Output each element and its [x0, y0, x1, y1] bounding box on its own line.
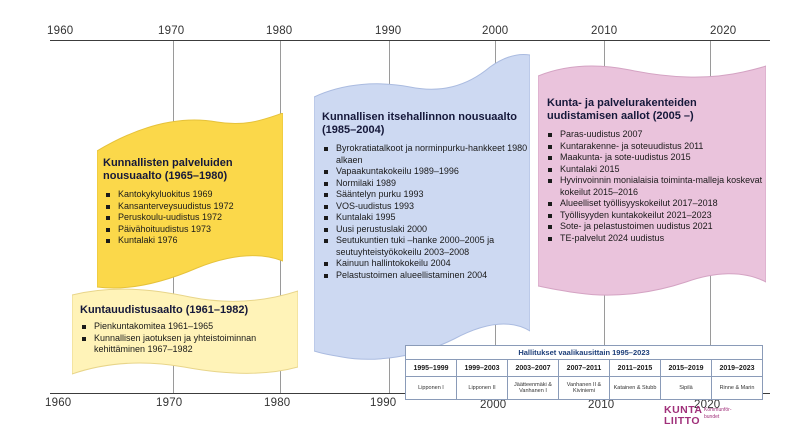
panel-title: Kuntauudistusaalto (1961–1982) [80, 304, 249, 316]
list-item: Peruskoulu-uudistus 1972 [105, 212, 280, 224]
period-cell: 2003–2007 [507, 359, 559, 377]
list-item: Paras-uudistus 2007 [547, 129, 765, 141]
panel-background-blue [314, 54, 530, 360]
bottom-tick-label: 1990 [370, 397, 397, 409]
list-item: Kuntalaki 1995 [323, 212, 528, 224]
panel-kuntauudistusaalto: Kuntauudistusaalto (1961–1982) Pienkunta… [72, 285, 298, 380]
list-item: Kainuun hallintokokeilu 2004 [323, 258, 528, 270]
bottom-tick-label: 2020 [694, 399, 721, 411]
bottom-tick-label: 2010 [588, 399, 615, 411]
list-item: Pelastustoimen alueellistaminen 2004 [323, 270, 528, 282]
governments-table: Hallitukset vaalikausittain 1995–2023 19… [405, 345, 763, 400]
table-row: Lipponen I Lipponen II Jäätteenmäki & Va… [405, 376, 763, 400]
list-item: Työllisyyden kuntakokeilut 2021–2023 [547, 210, 765, 222]
list-item: TE-palvelut 2024 uudistus [547, 233, 765, 245]
top-tick-label: 1980 [266, 25, 293, 37]
list-item: Kantokykyluokitus 1969 [105, 189, 280, 201]
list-item: Byrokratiatalkoot ja norminpurku-hankkee… [323, 143, 528, 166]
top-tick-label: 2000 [482, 25, 509, 37]
bottom-tick-label: 1970 [156, 397, 183, 409]
bottom-tick-label: 1980 [264, 397, 291, 409]
prime-minister-cell: Sipilä [660, 376, 712, 400]
panel-title: Kunnallisen itsehallinnon nousuaalto (19… [322, 111, 517, 137]
governments-table-caption: Hallitukset vaalikausittain 1995–2023 [405, 345, 763, 360]
prime-minister-cell: Rinne & Marin [711, 376, 763, 400]
panel-background-light-yellow [72, 288, 298, 375]
prime-minister-cell: Katainen & Stubb [609, 376, 661, 400]
panel-item-list: Pienkuntakomitea 1961–1965 Kunnallisen j… [81, 321, 296, 356]
bottom-tick-label: 2000 [480, 399, 507, 411]
list-item: Uusi perustuslaki 2000 [323, 224, 528, 236]
list-item: Kunnallisen jaotuksen ja yhteistoiminnan… [81, 333, 296, 356]
table-row: 1995–1999 1999–2003 2003–2007 2007–2011 … [405, 359, 763, 377]
list-item: Sääntelyn purku 1993 [323, 189, 528, 201]
prime-minister-cell: Vanhanen II & Kiviniemi [558, 376, 610, 400]
list-item: Päivähoituudistus 1973 [105, 224, 280, 236]
period-cell: 1995–1999 [405, 359, 457, 377]
panel-palveluiden-nousuaalto: Kunnallisten palveluiden nousuaalto (196… [97, 113, 283, 293]
panel-title: Kunnallisten palveluiden nousuaalto (196… [103, 157, 233, 183]
period-cell: 2019–2023 [711, 359, 763, 377]
prime-minister-cell: Jäätteenmäki & Vanhanen I [507, 376, 559, 400]
panel-background-pink [538, 65, 766, 296]
top-tick-label: 1960 [47, 25, 74, 37]
list-item: Hyvinvoinnin monialaisia toiminta-mallej… [547, 175, 765, 198]
period-cell: 2015–2019 [660, 359, 712, 377]
panel-item-list: Byrokratiatalkoot ja norminpurku-hankkee… [323, 143, 528, 281]
list-item: Sote- ja pelastustoimen uudistus 2021 [547, 221, 765, 233]
list-item: Pienkuntakomitea 1961–1965 [81, 321, 296, 333]
logo-subtitle: Kommunför-bundet [704, 407, 732, 420]
list-item: Seutukuntien tuki –hanke 2000–2005 ja se… [323, 235, 528, 258]
list-item: Kuntalaki 2015 [547, 164, 765, 176]
list-item: Kuntalaki 1976 [105, 235, 280, 247]
list-item: Maakunta- ja sote-uudistus 2015 [547, 152, 765, 164]
prime-minister-cell: Lipponen II [456, 376, 508, 400]
top-tick-label: 1990 [375, 25, 402, 37]
top-tick-label: 2010 [591, 25, 618, 37]
bottom-tick-label: 1960 [45, 397, 72, 409]
panel-kunta-palvelurakenteiden: Kunta- ja palvelurakenteiden uudistamise… [538, 60, 766, 296]
top-tick-label: 2020 [710, 25, 737, 37]
list-item: Normilaki 1989 [323, 178, 528, 190]
panel-background-yellow [97, 113, 283, 289]
period-cell: 2007–2011 [558, 359, 610, 377]
list-item: VOS-uudistus 1993 [323, 201, 528, 213]
list-item: Vapaakuntakokeilu 1989–1996 [323, 166, 528, 178]
prime-minister-cell: Lipponen I [405, 376, 457, 400]
list-item: Alueelliset työllisyyskokeilut 2017–2018 [547, 198, 765, 210]
panel-item-list: Kantokykyluokitus 1969 Kansanterveysuudi… [105, 189, 280, 247]
list-item: Kansanterveysuudistus 1972 [105, 201, 280, 213]
list-item: Kuntarakenne- ja soteuudistus 2011 [547, 141, 765, 153]
logo-word-bottom: LIITTO [664, 415, 701, 427]
top-tick-label: 1970 [158, 25, 185, 37]
panel-itsehallinnon-nousuaalto: Kunnallisen itsehallinnon nousuaalto (19… [314, 53, 530, 361]
panel-title: Kunta- ja palvelurakenteiden uudistamise… [547, 97, 697, 123]
period-cell: 1999–2003 [456, 359, 508, 377]
logo-word-top: KUNTA [664, 404, 703, 416]
period-cell: 2011–2015 [609, 359, 661, 377]
top-axis-line [50, 40, 770, 41]
panel-item-list: Paras-uudistus 2007 Kuntarakenne- ja sot… [547, 129, 765, 244]
